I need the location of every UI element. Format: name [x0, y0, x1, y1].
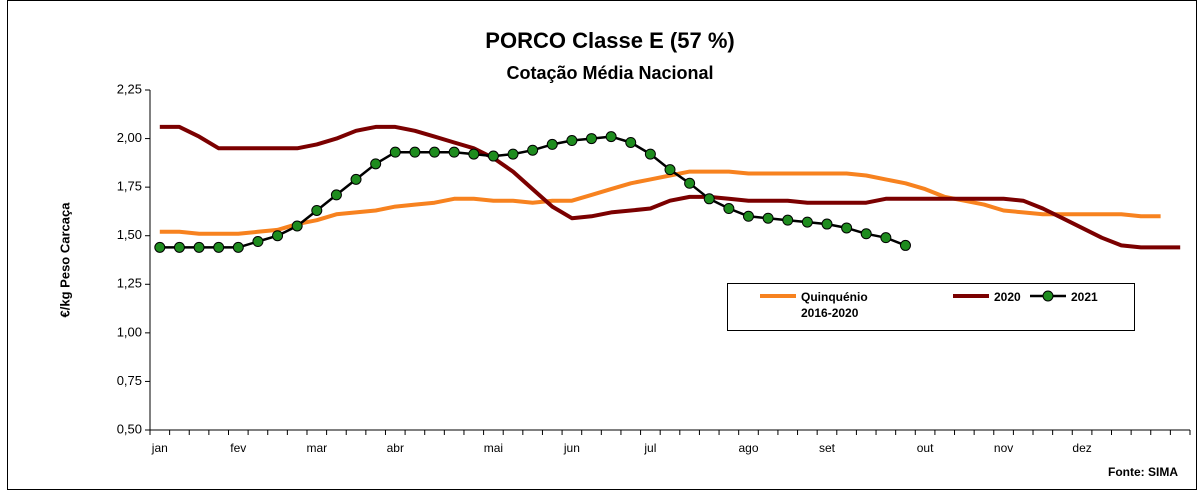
data-point	[330, 189, 342, 201]
x-tick-label: mai	[484, 441, 503, 455]
data-point	[291, 220, 303, 232]
x-tick-label: out	[917, 441, 934, 455]
x-tick-label: set	[819, 441, 836, 455]
data-point	[193, 241, 205, 253]
data-point	[566, 135, 578, 147]
legend-swatch	[1030, 290, 1066, 302]
legend-item: 2020	[951, 289, 1054, 305]
legend-swatch	[760, 294, 796, 298]
x-tick-label: fev	[230, 441, 246, 455]
data-point	[801, 216, 813, 228]
data-point	[880, 232, 892, 244]
data-point	[723, 203, 735, 215]
y-tick-label: 1,00	[117, 324, 142, 339]
y-tick-label: 1,25	[117, 276, 142, 291]
data-point	[742, 210, 754, 222]
data-point	[860, 228, 872, 240]
data-point	[272, 230, 284, 242]
chart-title: PORCO Classe E (57 %)	[485, 28, 734, 53]
source: Fonte: SIMA	[1108, 465, 1178, 479]
data-point	[605, 131, 617, 143]
data-point	[213, 241, 225, 253]
data-point	[232, 241, 244, 253]
data-point	[625, 136, 637, 148]
chart-border	[7, 0, 1197, 490]
y-axis-label: €/kg Peso Carcaça	[57, 202, 72, 318]
x-tick-label: mar	[306, 441, 327, 455]
data-point	[507, 148, 519, 160]
data-point	[586, 133, 598, 145]
data-point	[703, 193, 715, 205]
y-tick-label: 2,25	[117, 81, 142, 96]
data-point	[664, 164, 676, 176]
legend-item: Quinquénio 2016-2020	[758, 289, 901, 321]
data-point	[389, 146, 401, 158]
x-tick-label: jul	[643, 441, 656, 455]
data-point	[762, 212, 774, 224]
data-point	[684, 177, 696, 189]
data-point	[311, 204, 323, 216]
legend-item: 2021	[1028, 289, 1131, 305]
data-point	[409, 146, 421, 158]
data-point	[350, 173, 362, 185]
legend-label: 2020	[994, 290, 1021, 304]
x-tick-label: jun	[563, 441, 580, 455]
legend-marker	[1042, 290, 1054, 302]
data-point	[841, 222, 853, 234]
x-tick-label: ago	[738, 441, 758, 455]
data-point	[154, 241, 166, 253]
x-tick-label: abr	[387, 441, 404, 455]
data-point	[173, 241, 185, 253]
data-point	[487, 150, 499, 162]
data-point	[448, 146, 460, 158]
y-tick-label: 0,75	[117, 373, 142, 388]
legend-swatch	[953, 294, 989, 298]
line-series	[159, 169, 1161, 236]
data-point	[468, 148, 480, 160]
y-tick-label: 2,00	[117, 130, 142, 145]
legend-label: Quinquénio 2016-2020	[801, 290, 868, 320]
data-point	[899, 239, 911, 251]
y-tick-label: 1,75	[117, 179, 142, 194]
data-point	[252, 236, 264, 248]
data-point	[429, 146, 441, 158]
x-tick-label: dez	[1072, 441, 1091, 455]
data-point	[782, 214, 794, 226]
data-point	[546, 138, 558, 150]
chart-subtitle: Cotação Média Nacional	[506, 63, 713, 83]
x-tick-label: jan	[151, 441, 168, 455]
legend-label: 2021	[1071, 290, 1098, 304]
y-tick-label: 1,50	[117, 227, 142, 242]
y-tick-label: 0,50	[117, 421, 142, 436]
legend: Quinquénio 2016-2020 2020 2021	[727, 283, 1135, 331]
line-series	[159, 124, 1181, 250]
data-point	[527, 144, 539, 156]
data-point	[644, 148, 656, 160]
data-point	[370, 158, 382, 170]
data-point	[821, 218, 833, 230]
x-tick-label: nov	[994, 441, 1013, 455]
